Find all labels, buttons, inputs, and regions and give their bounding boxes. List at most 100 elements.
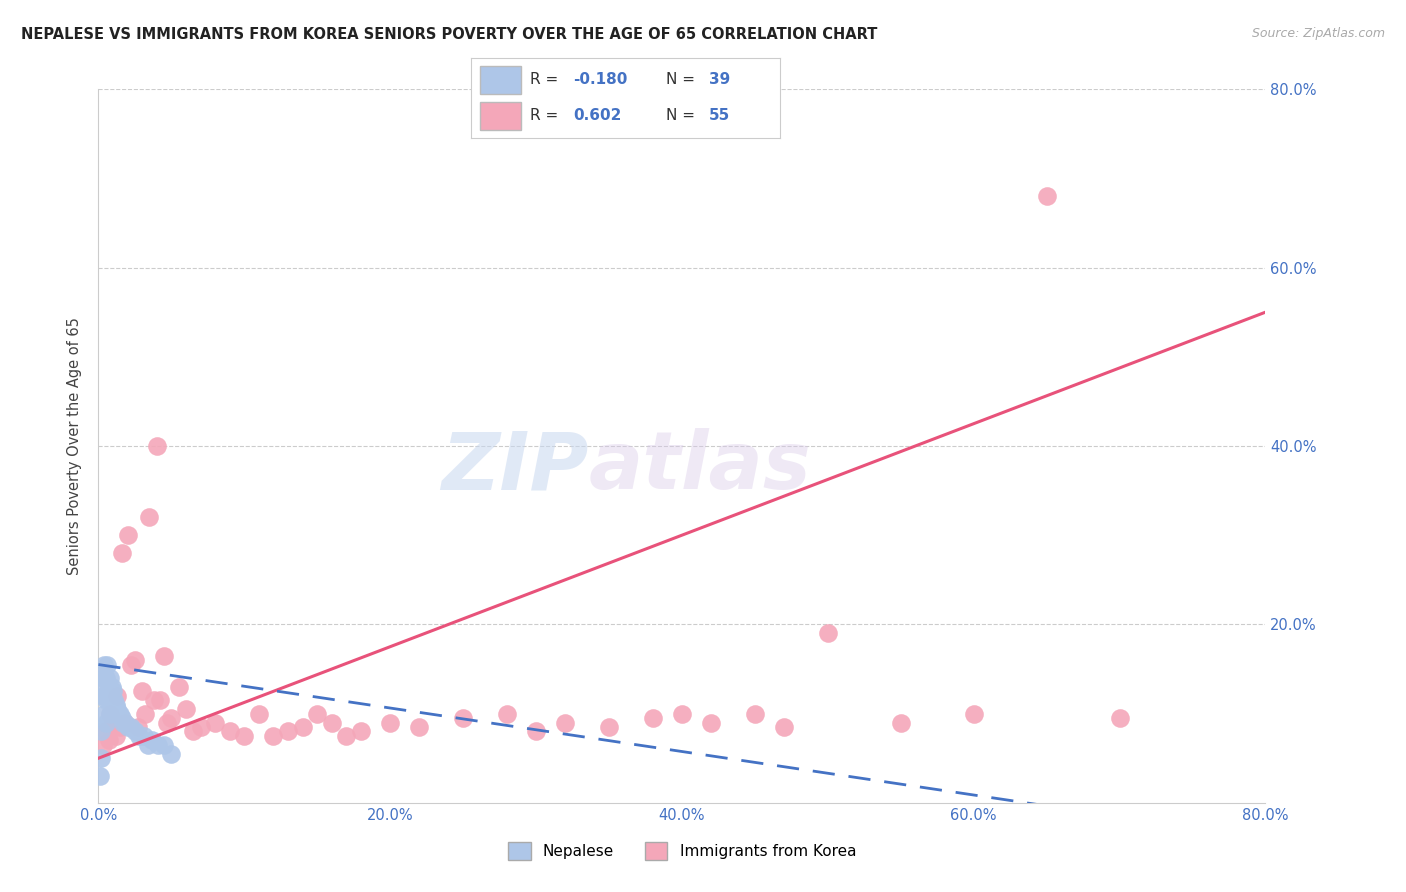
Point (146, 439, 169, 453)
Point (108, 706, 131, 721)
Point (124, 724, 146, 739)
Point (408, 720, 430, 734)
Text: -0.180: -0.180 (574, 72, 627, 87)
Point (101, 684, 124, 698)
Point (111, 711, 134, 725)
Point (350, 724, 373, 739)
Point (495, 706, 517, 721)
Point (105, 689, 128, 703)
Point (97, 693, 120, 707)
Point (94, 671, 117, 685)
Point (671, 706, 693, 721)
Text: ZIP: ZIP (441, 428, 589, 507)
Point (101, 702, 124, 716)
Point (156, 715, 179, 730)
Point (90, 751, 112, 765)
Point (117, 528, 139, 542)
Point (204, 715, 226, 730)
Point (91, 689, 114, 703)
Point (112, 715, 135, 730)
Point (91, 671, 114, 685)
Point (110, 706, 132, 721)
Point (103, 693, 125, 707)
Point (307, 706, 329, 721)
Point (124, 653, 146, 667)
Point (148, 738, 170, 752)
Point (104, 698, 127, 712)
Point (111, 546, 134, 560)
Point (167, 680, 190, 694)
Point (120, 720, 142, 734)
Point (890, 715, 912, 730)
Point (160, 747, 183, 761)
Point (554, 715, 576, 730)
Point (218, 724, 240, 739)
Point (104, 729, 127, 743)
Point (105, 702, 128, 716)
Point (96, 689, 118, 703)
Point (114, 715, 136, 730)
Text: R =: R = (530, 108, 562, 123)
Point (378, 715, 402, 730)
Text: NEPALESE VS IMMIGRANTS FROM KOREA SENIORS POVERTY OVER THE AGE OF 65 CORRELATION: NEPALESE VS IMMIGRANTS FROM KOREA SENIOR… (21, 27, 877, 42)
Point (97, 733, 120, 747)
Point (91, 738, 114, 752)
Point (93, 680, 115, 694)
Point (93, 706, 115, 721)
Point (153, 648, 176, 663)
Point (744, 706, 766, 721)
Point (1035, 189, 1057, 203)
Point (247, 706, 270, 721)
Point (153, 738, 176, 752)
Y-axis label: Seniors Poverty Over the Age of 65: Seniors Poverty Over the Age of 65 (67, 317, 83, 575)
Text: atlas: atlas (589, 428, 811, 507)
Point (233, 729, 256, 743)
FancyBboxPatch shape (481, 66, 520, 95)
Legend: Nepalese, Immigrants from Korea: Nepalese, Immigrants from Korea (502, 836, 862, 866)
Point (101, 715, 124, 730)
Point (89, 769, 111, 783)
Point (291, 720, 314, 734)
Point (700, 715, 723, 730)
Point (100, 693, 122, 707)
Point (98, 706, 121, 721)
Point (97, 680, 120, 694)
Point (641, 711, 664, 725)
Text: Source: ZipAtlas.com: Source: ZipAtlas.com (1251, 27, 1385, 40)
Point (262, 729, 284, 743)
Text: N =: N = (666, 72, 700, 87)
Point (110, 720, 132, 734)
Point (962, 706, 984, 721)
Point (598, 720, 620, 734)
Point (142, 693, 165, 707)
Point (132, 729, 155, 743)
Point (773, 720, 796, 734)
Point (93, 657, 115, 672)
FancyBboxPatch shape (481, 103, 520, 130)
Point (96, 657, 118, 672)
Text: R =: R = (530, 72, 562, 87)
Point (141, 733, 163, 747)
Point (131, 684, 153, 698)
Point (321, 715, 343, 730)
Point (94, 693, 117, 707)
Point (451, 711, 474, 725)
Point (136, 738, 159, 752)
Point (181, 724, 204, 739)
Point (127, 720, 149, 734)
Point (174, 702, 197, 716)
Point (138, 510, 160, 524)
Point (94, 715, 117, 730)
Point (120, 657, 142, 672)
Point (1108, 711, 1130, 725)
Point (817, 626, 839, 640)
Point (160, 711, 183, 725)
Point (524, 724, 547, 739)
Text: 0.602: 0.602 (574, 108, 621, 123)
Point (134, 706, 156, 721)
Text: 55: 55 (709, 108, 731, 123)
Point (277, 724, 299, 739)
Point (94, 724, 117, 739)
Point (117, 720, 139, 734)
Point (128, 729, 150, 743)
